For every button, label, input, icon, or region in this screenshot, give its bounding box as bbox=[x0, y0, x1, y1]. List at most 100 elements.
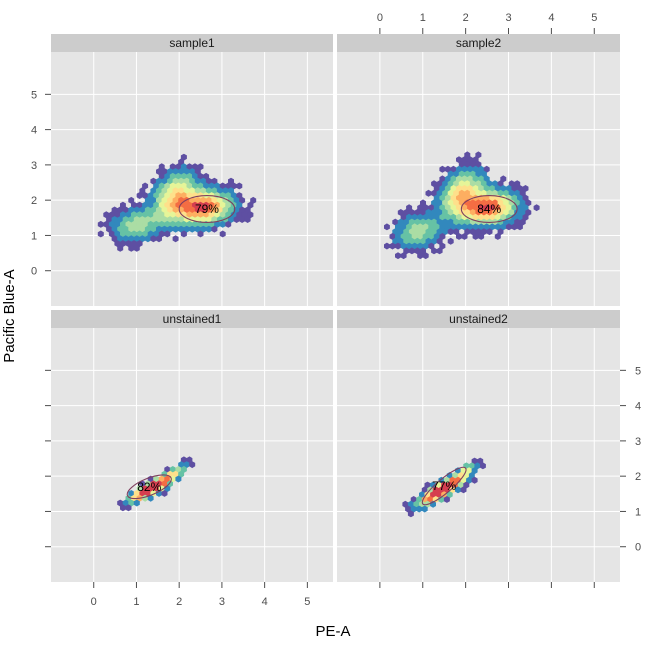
hexbin-cell bbox=[522, 213, 529, 221]
hexbin-cell bbox=[444, 223, 451, 231]
hexbin-cell bbox=[522, 204, 529, 212]
hexbin-cell bbox=[458, 218, 465, 226]
hexbin-cell bbox=[142, 230, 149, 238]
hexbin-cell bbox=[225, 192, 232, 199]
hexbin-cell bbox=[117, 216, 124, 223]
hexbin-cell bbox=[483, 223, 490, 231]
hexbin-cell bbox=[458, 170, 465, 178]
hexbin-cell bbox=[478, 223, 485, 231]
strip-background bbox=[337, 34, 620, 52]
hexbin-cell bbox=[164, 211, 171, 219]
hexbin-cell bbox=[167, 177, 173, 185]
hexbin-cell bbox=[158, 230, 165, 238]
hexbin-cell bbox=[239, 206, 246, 214]
hexbin-cell bbox=[120, 240, 126, 247]
hexbin-cell bbox=[483, 165, 490, 173]
hexbin-cell bbox=[431, 247, 437, 255]
hexbin-cell bbox=[128, 206, 135, 214]
hexbin-cell bbox=[142, 182, 149, 190]
hexbin-cell bbox=[169, 192, 176, 199]
hexbin-cell bbox=[511, 223, 518, 231]
hexbin-cell bbox=[205, 196, 212, 204]
hexbin-cell bbox=[211, 225, 218, 233]
hexbin-cell bbox=[108, 211, 115, 219]
hexbin-cell bbox=[442, 189, 449, 197]
hexbin-cell bbox=[216, 196, 223, 204]
hexbin-cell bbox=[477, 457, 484, 465]
hexbin-cell bbox=[422, 242, 429, 250]
panel-unstained2: unstained2 77% bbox=[337, 310, 620, 582]
hexbin-cell bbox=[525, 209, 532, 216]
hexbin-cell bbox=[114, 211, 121, 219]
x-tick-label: 0 bbox=[377, 12, 383, 24]
hexbin-cell bbox=[125, 230, 132, 238]
hexbin-cell bbox=[136, 192, 143, 199]
hexbin-cell bbox=[433, 194, 440, 202]
hexbin-cell bbox=[211, 177, 218, 185]
hexbin-cell bbox=[480, 199, 487, 207]
hexbin-cell bbox=[216, 206, 223, 214]
hexbin-cell bbox=[225, 220, 232, 228]
hexbin-cell bbox=[189, 168, 196, 175]
hexbin-cell bbox=[131, 220, 137, 228]
hexbin-cell bbox=[156, 196, 162, 204]
hexbin-cell bbox=[467, 156, 474, 164]
hexbin-cell bbox=[436, 247, 443, 255]
hexbin-cell bbox=[508, 218, 515, 226]
hexbin-cell bbox=[114, 220, 121, 228]
hexbin-cell bbox=[144, 225, 151, 233]
hexbin-cell bbox=[111, 235, 118, 243]
hexbin-cell bbox=[169, 211, 176, 219]
hexbin-cell bbox=[180, 172, 187, 180]
hexbin-cell bbox=[158, 192, 165, 199]
hexbin-cell bbox=[408, 237, 415, 245]
hexbin-cell bbox=[500, 213, 507, 221]
hexbin-cell bbox=[239, 216, 246, 223]
hexbin-cell bbox=[505, 204, 512, 212]
hexbin-cell bbox=[241, 211, 248, 219]
hexbin-cell bbox=[447, 228, 454, 236]
hexbin-cell bbox=[189, 225, 196, 233]
hexbin-cell bbox=[467, 165, 474, 173]
x-axis-title: PE-A bbox=[315, 623, 350, 640]
hexbin-cell bbox=[433, 204, 440, 212]
hexbin-cell bbox=[449, 476, 456, 484]
hexbin-cell bbox=[450, 165, 457, 173]
hexbin-cell bbox=[494, 233, 501, 240]
hexbin-cell bbox=[472, 165, 479, 173]
hexbin-cell bbox=[422, 223, 429, 231]
hexbin-cell bbox=[150, 196, 157, 204]
hexbin-cell bbox=[431, 189, 437, 197]
hexbin-cell bbox=[186, 172, 193, 180]
hexbin-cell bbox=[417, 213, 424, 221]
hexbin-cell bbox=[180, 211, 187, 219]
hexbin-cell bbox=[142, 211, 149, 219]
hexbin-cell bbox=[236, 211, 243, 219]
hexbin-cell bbox=[153, 201, 160, 209]
hexbin-cell bbox=[397, 209, 404, 216]
hexbin-cell bbox=[478, 213, 485, 221]
x-tick-label: 3 bbox=[219, 596, 225, 608]
hexbin-cell bbox=[142, 485, 149, 493]
hexbin-cell bbox=[208, 182, 215, 190]
hexbin-cell bbox=[392, 237, 399, 245]
hexbin-cell bbox=[422, 213, 429, 221]
hexbin-cell bbox=[461, 204, 468, 212]
hexbin-cell bbox=[425, 218, 432, 226]
hexbin-cell bbox=[244, 216, 251, 223]
hexbin-cell bbox=[111, 225, 118, 233]
hexbin-cell bbox=[122, 225, 129, 233]
hexbin-cell bbox=[150, 177, 157, 185]
hexbin-cell bbox=[522, 194, 529, 202]
hexbin-cell bbox=[133, 244, 140, 252]
hexbin-cell bbox=[133, 499, 140, 507]
hexbin-cell bbox=[144, 235, 151, 243]
hexbin-cell bbox=[508, 199, 515, 207]
hexbin-cell bbox=[236, 182, 243, 190]
hexbin-cell bbox=[478, 175, 485, 183]
hexbin-cell bbox=[144, 196, 151, 204]
hexbin-cell bbox=[175, 182, 182, 190]
hexbin-cell bbox=[194, 177, 201, 185]
hexbin-cell bbox=[483, 175, 490, 183]
